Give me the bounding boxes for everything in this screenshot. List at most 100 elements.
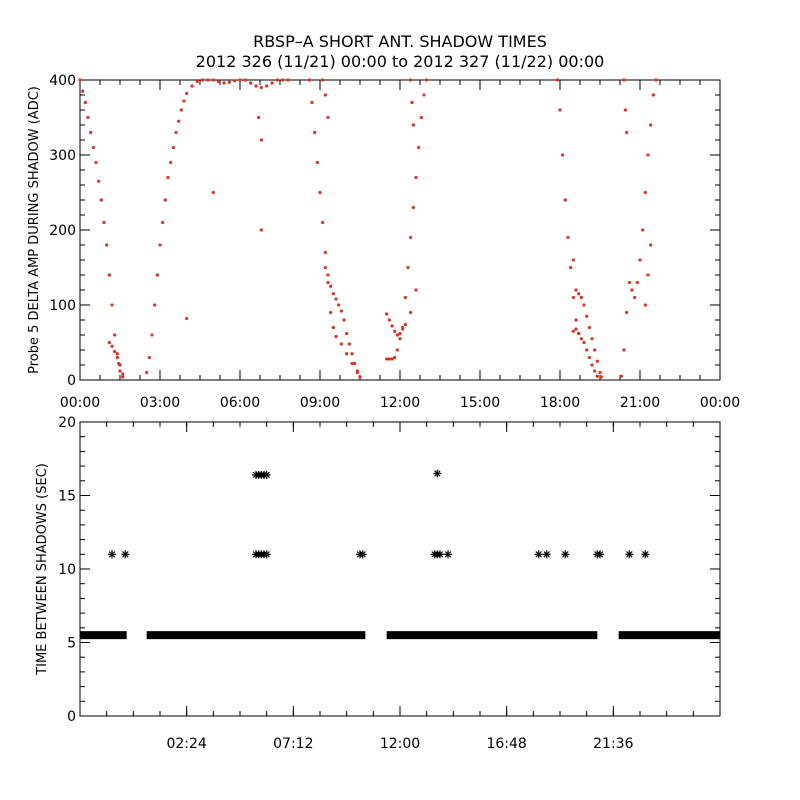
data-point (281, 78, 285, 82)
data-point (118, 363, 122, 367)
data-point (259, 138, 263, 142)
data-point (622, 78, 626, 82)
data-point (350, 352, 354, 356)
data-point (643, 303, 647, 307)
data-point (195, 79, 199, 84)
baseline-band (80, 631, 127, 640)
y-axis-label: Probe 5 DELTA AMP DURING SHADOW (ADC) (27, 86, 42, 374)
data-point (585, 314, 589, 318)
chart-title: RBSP–A SHORT ANT. SHADOW TIMES (253, 32, 547, 51)
data-point (358, 550, 367, 559)
data-point (102, 220, 106, 225)
data-point (243, 78, 247, 82)
data-point (347, 342, 351, 346)
data-point (627, 280, 631, 285)
data-point (436, 550, 444, 559)
data-point (385, 312, 389, 316)
data-point (414, 175, 418, 180)
data-point (249, 81, 253, 85)
data-point (115, 352, 119, 356)
data-point (395, 333, 399, 337)
data-point (97, 179, 101, 183)
data-point (259, 228, 263, 232)
data-point (113, 333, 117, 337)
data-point (414, 288, 418, 292)
data-point (625, 550, 634, 559)
data-point (318, 190, 322, 195)
data-point (646, 273, 650, 277)
data-point (174, 130, 178, 135)
data-point (561, 550, 570, 559)
data-point (233, 79, 237, 83)
data-point (398, 337, 402, 341)
data-point (403, 322, 407, 327)
data-point (323, 250, 327, 255)
data-point (425, 78, 429, 82)
data-point (113, 349, 117, 354)
data-point (593, 369, 597, 373)
y-tick-label: 400 (49, 73, 76, 89)
data-point (630, 288, 634, 292)
data-point (331, 325, 335, 330)
x-tick-label: 21:36 (593, 736, 633, 752)
data-point (323, 93, 327, 97)
data-point (433, 469, 442, 478)
data-point (321, 78, 325, 82)
data-point (409, 310, 413, 315)
y-axis-label: TIME BETWEEN SHADOWS (SEC) (35, 463, 50, 676)
data-point (577, 292, 581, 296)
data-point (331, 292, 335, 296)
data-point (211, 190, 215, 195)
data-point (108, 550, 116, 559)
data-point (350, 361, 354, 366)
data-point (81, 89, 85, 93)
data-point (227, 80, 231, 84)
data-point (259, 85, 263, 90)
data-point (563, 198, 567, 202)
chart-subtitle: 2012 326 (11/21) 00:00 to 2012 327 (11/2… (195, 52, 605, 71)
data-point (326, 280, 330, 285)
data-point (585, 348, 589, 352)
data-point (387, 357, 391, 361)
data-point (641, 228, 645, 232)
data-point (166, 175, 170, 180)
data-point (201, 78, 205, 82)
baseline-band (146, 631, 366, 640)
data-point (571, 329, 575, 333)
data-point (89, 130, 93, 135)
data-point (185, 316, 189, 321)
data-point (422, 93, 426, 97)
data-point (323, 265, 327, 270)
data-point (417, 145, 421, 150)
data-point (619, 374, 623, 378)
data-point (169, 160, 173, 165)
data-point (342, 318, 346, 322)
x-tick-label: 07:12 (273, 736, 313, 752)
y-tick-label: 0 (67, 709, 76, 725)
data-point (646, 153, 650, 157)
data-point (555, 78, 559, 82)
data-point (587, 355, 591, 360)
data-point (393, 355, 397, 360)
data-point (145, 370, 149, 375)
y-tick-label: 100 (49, 298, 76, 314)
data-point (270, 81, 274, 85)
data-point (83, 100, 87, 105)
data-point (329, 284, 333, 288)
data-point (444, 550, 452, 559)
data-point (598, 370, 602, 375)
data-point (121, 550, 130, 559)
x-tick-label: 15:00 (460, 395, 500, 411)
data-point (595, 374, 599, 378)
data-point (534, 550, 543, 559)
data-point (265, 84, 269, 88)
data-point (622, 348, 626, 352)
data-point (190, 84, 194, 88)
data-point (542, 550, 551, 559)
data-point (406, 265, 410, 270)
x-tick-label: 18:00 (540, 395, 580, 411)
data-point (217, 79, 221, 84)
data-point (574, 327, 578, 331)
data-point (390, 324, 394, 328)
data-point (158, 243, 162, 247)
